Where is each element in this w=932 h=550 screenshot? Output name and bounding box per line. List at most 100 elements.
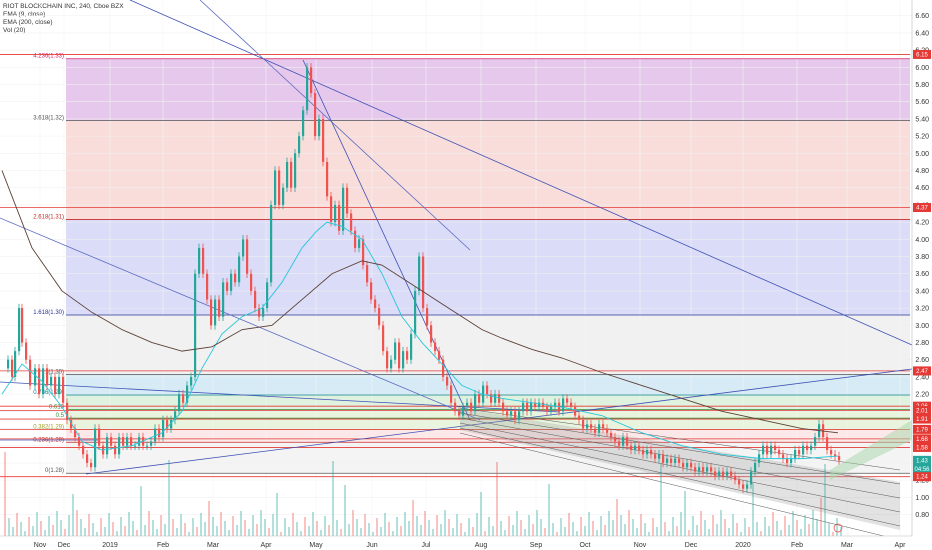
x-tick-label: Dec: [58, 542, 71, 549]
volume-bar: [636, 528, 638, 536]
volume-bar: [668, 531, 670, 536]
volume-bar: [340, 529, 342, 536]
candle-body: [682, 462, 685, 468]
volume-bar: [192, 518, 194, 536]
fib-level-label: 0.5: [56, 413, 65, 419]
price-tag-label: 2.47: [916, 369, 928, 375]
trend-line: [129, 0, 913, 346]
volume-bar: [652, 518, 654, 536]
candle-body: [622, 437, 625, 446]
event-marker-icon[interactable]: [833, 523, 843, 533]
candle-body: [330, 196, 333, 223]
candle-body: [674, 458, 677, 463]
volume-bar: [72, 494, 74, 536]
candle-body: [186, 385, 189, 403]
volume-bar: [708, 529, 710, 536]
price-tag: [913, 442, 931, 452]
candle-body: [334, 204, 337, 223]
candle-body: [442, 359, 445, 377]
volume-bar: [480, 492, 482, 536]
volume-bar: [260, 510, 262, 536]
price-tag: [913, 49, 931, 59]
candle-body: [570, 402, 573, 408]
candle-body: [178, 394, 181, 412]
chart-legend: RIOT BLOCKCHAIN INC, 240, Cboe BZX EMA (…: [3, 3, 124, 35]
candle-body: [198, 247, 201, 274]
volume-bar: [252, 515, 254, 536]
candle-body: [54, 376, 57, 395]
x-tick-label: Jun: [366, 542, 377, 549]
volume-bar: [136, 530, 138, 536]
volume-bar: [672, 517, 674, 536]
candle-body: [566, 398, 569, 403]
volume-bar: [828, 523, 830, 536]
volume-bar: [20, 522, 22, 536]
volume-bar: [96, 532, 98, 536]
volume-bar: [740, 532, 742, 536]
volume-bar: [604, 525, 606, 536]
candle-body: [302, 110, 305, 137]
x-tick-label: 2019: [102, 542, 118, 549]
candle-body: [430, 325, 433, 343]
volume-bar: [60, 520, 62, 536]
fib-zone: [66, 315, 910, 375]
volume-bar: [24, 531, 26, 536]
volume-bar: [580, 517, 582, 536]
volume-bar: [680, 512, 682, 536]
volume-bar: [768, 526, 770, 536]
candle-body: [194, 273, 197, 377]
candle-body: [506, 411, 509, 416]
volume-bar: [428, 520, 430, 536]
x-tick-label: Mar: [207, 542, 220, 549]
x-tick-label: Mar: [841, 542, 854, 549]
volume-bar: [84, 528, 86, 536]
volume-bar: [356, 519, 358, 536]
x-tick-label: Dec: [685, 542, 698, 549]
volume-bar: [592, 521, 594, 536]
volume-bar: [332, 461, 334, 536]
x-tick-label: Apr: [895, 542, 907, 549]
volume-bar: [132, 521, 134, 536]
candle-body: [230, 273, 233, 291]
fib-level-label: 1(1.30): [45, 369, 64, 375]
price-tag-label: 1.58: [916, 445, 928, 451]
volume-bar: [360, 528, 362, 536]
volume-bar: [620, 515, 622, 536]
volume-bar: [196, 527, 198, 536]
fib-zone: [66, 374, 910, 395]
candle-body: [11, 359, 14, 377]
candle-body: [810, 445, 813, 451]
fib-zone: [66, 394, 910, 410]
volume-bar: [516, 511, 518, 536]
volume-bar: [500, 521, 502, 536]
volume-bar: [244, 520, 246, 536]
volume-bar: [140, 486, 142, 536]
x-tick-label: Apr: [261, 542, 273, 549]
y-tick-label: 4.80: [915, 168, 929, 175]
candle-body: [254, 290, 257, 309]
candle-body: [502, 402, 505, 412]
y-tick-label: 2.80: [915, 340, 929, 347]
volume-bar: [684, 491, 686, 536]
volume-bar: [660, 463, 662, 536]
volume-bar: [724, 519, 726, 536]
y-tick-label: 5.60: [915, 99, 929, 106]
y-tick-label: 3.80: [915, 254, 929, 261]
candle-body: [50, 376, 53, 386]
volume-bar: [432, 529, 434, 536]
y-tick-label: 1.00: [915, 495, 929, 502]
candle-body: [554, 402, 557, 408]
volume-bar: [664, 522, 666, 536]
channel-line: [459, 422, 901, 513]
price-tag-label: 1.24: [916, 475, 928, 481]
y-tick-label: 5.20: [915, 134, 929, 141]
volume-bar: [368, 523, 370, 536]
legend-ema200: EMA (200, close): [3, 19, 53, 26]
candle-body: [546, 407, 549, 412]
candle-body: [602, 424, 605, 429]
volume-bar: [728, 528, 730, 536]
candle-body: [830, 450, 833, 455]
candle-body: [490, 394, 493, 403]
volume-bar: [240, 511, 242, 536]
